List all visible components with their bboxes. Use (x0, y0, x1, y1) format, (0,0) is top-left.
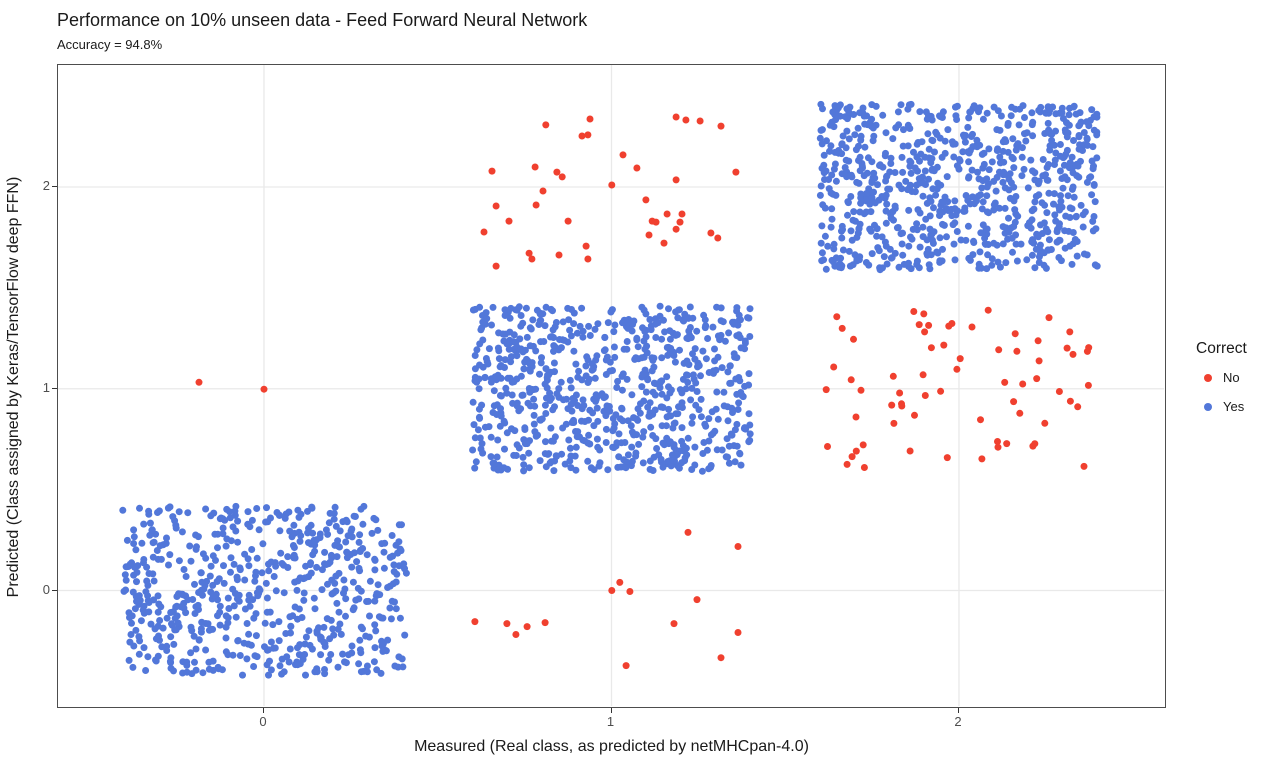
legend-item-no: No (1196, 370, 1247, 385)
x-tick-label: 2 (954, 714, 962, 729)
plot-panel (57, 64, 1166, 708)
legend-label: Yes (1223, 399, 1245, 414)
legend-swatch-icon (1204, 402, 1212, 411)
legend-item-yes: Yes (1196, 399, 1247, 414)
chart-subtitle: Accuracy = 94.8% (57, 37, 163, 52)
legend-items: No Yes (1196, 370, 1247, 414)
x-tick-label: 1 (606, 714, 615, 729)
y-tick-label: 0 (42, 581, 50, 597)
legend-label: No (1223, 370, 1240, 385)
y-tick-mark (52, 387, 57, 389)
y-tick-mark (52, 589, 57, 591)
x-tick-mark (610, 708, 612, 713)
legend-swatch-icon (1204, 373, 1212, 382)
points-correct-yes (119, 100, 1101, 679)
plot-canvas (58, 65, 1164, 706)
y-axis-title: Predicted (Class assigned by Keras/Tenso… (5, 176, 22, 598)
legend-title: Correct (1196, 340, 1247, 357)
y-tick-label: 2 (42, 178, 50, 193)
legend: Correct No Yes (1196, 340, 1247, 428)
x-tick-mark (263, 708, 264, 713)
y-tick-mark (52, 186, 57, 187)
x-axis-title: Measured (Real class, as predicted by ne… (414, 738, 809, 755)
x-tick-label: 0 (259, 714, 267, 729)
x-tick-mark (958, 708, 959, 713)
points-correct-no (195, 113, 1093, 670)
chart-title: Performance on 10% unseen data - Feed Fo… (57, 10, 588, 30)
y-tick-label: 1 (42, 379, 50, 395)
